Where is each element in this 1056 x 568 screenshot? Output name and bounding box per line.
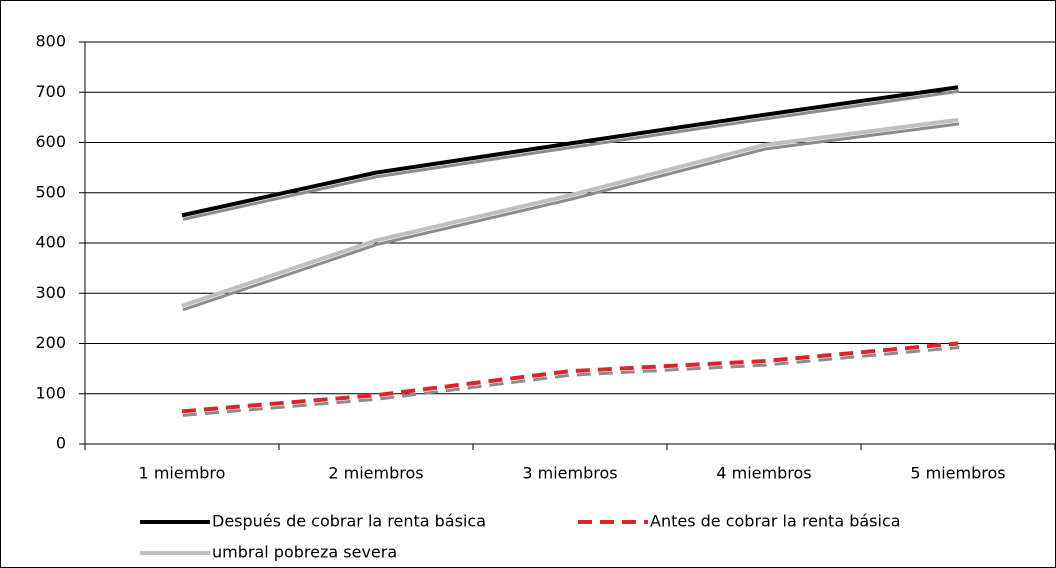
legend-label: Después de cobrar la renta básica (212, 512, 486, 531)
y-tick-label: 500 (35, 182, 66, 201)
y-tick-label: 100 (35, 383, 66, 402)
x-tick-label: 5 miembros (910, 464, 1005, 483)
legend-label: Antes de cobrar la renta básica (650, 512, 901, 531)
y-tick-label: 0 (56, 434, 66, 453)
line-shadow (182, 122, 960, 312)
x-tick-label: 3 miembros (522, 464, 617, 483)
y-tick-label: 600 (35, 132, 66, 151)
line-shadow (182, 89, 960, 221)
series-line (181, 85, 959, 218)
line-shadow (182, 346, 960, 417)
series-line (181, 341, 959, 414)
x-tick-label: 2 miembros (328, 464, 423, 483)
x-tick-label: 1 miembro (139, 464, 226, 483)
series-line (181, 117, 959, 308)
y-tick-label: 400 (35, 233, 66, 252)
y-tick-label: 700 (35, 82, 66, 101)
y-tick-label: 300 (35, 283, 66, 302)
legend-label: umbral pobreza severa (212, 543, 397, 562)
y-tick-label: 200 (35, 333, 66, 352)
y-tick-label: 800 (35, 32, 66, 51)
x-tick-label: 4 miembros (716, 464, 811, 483)
